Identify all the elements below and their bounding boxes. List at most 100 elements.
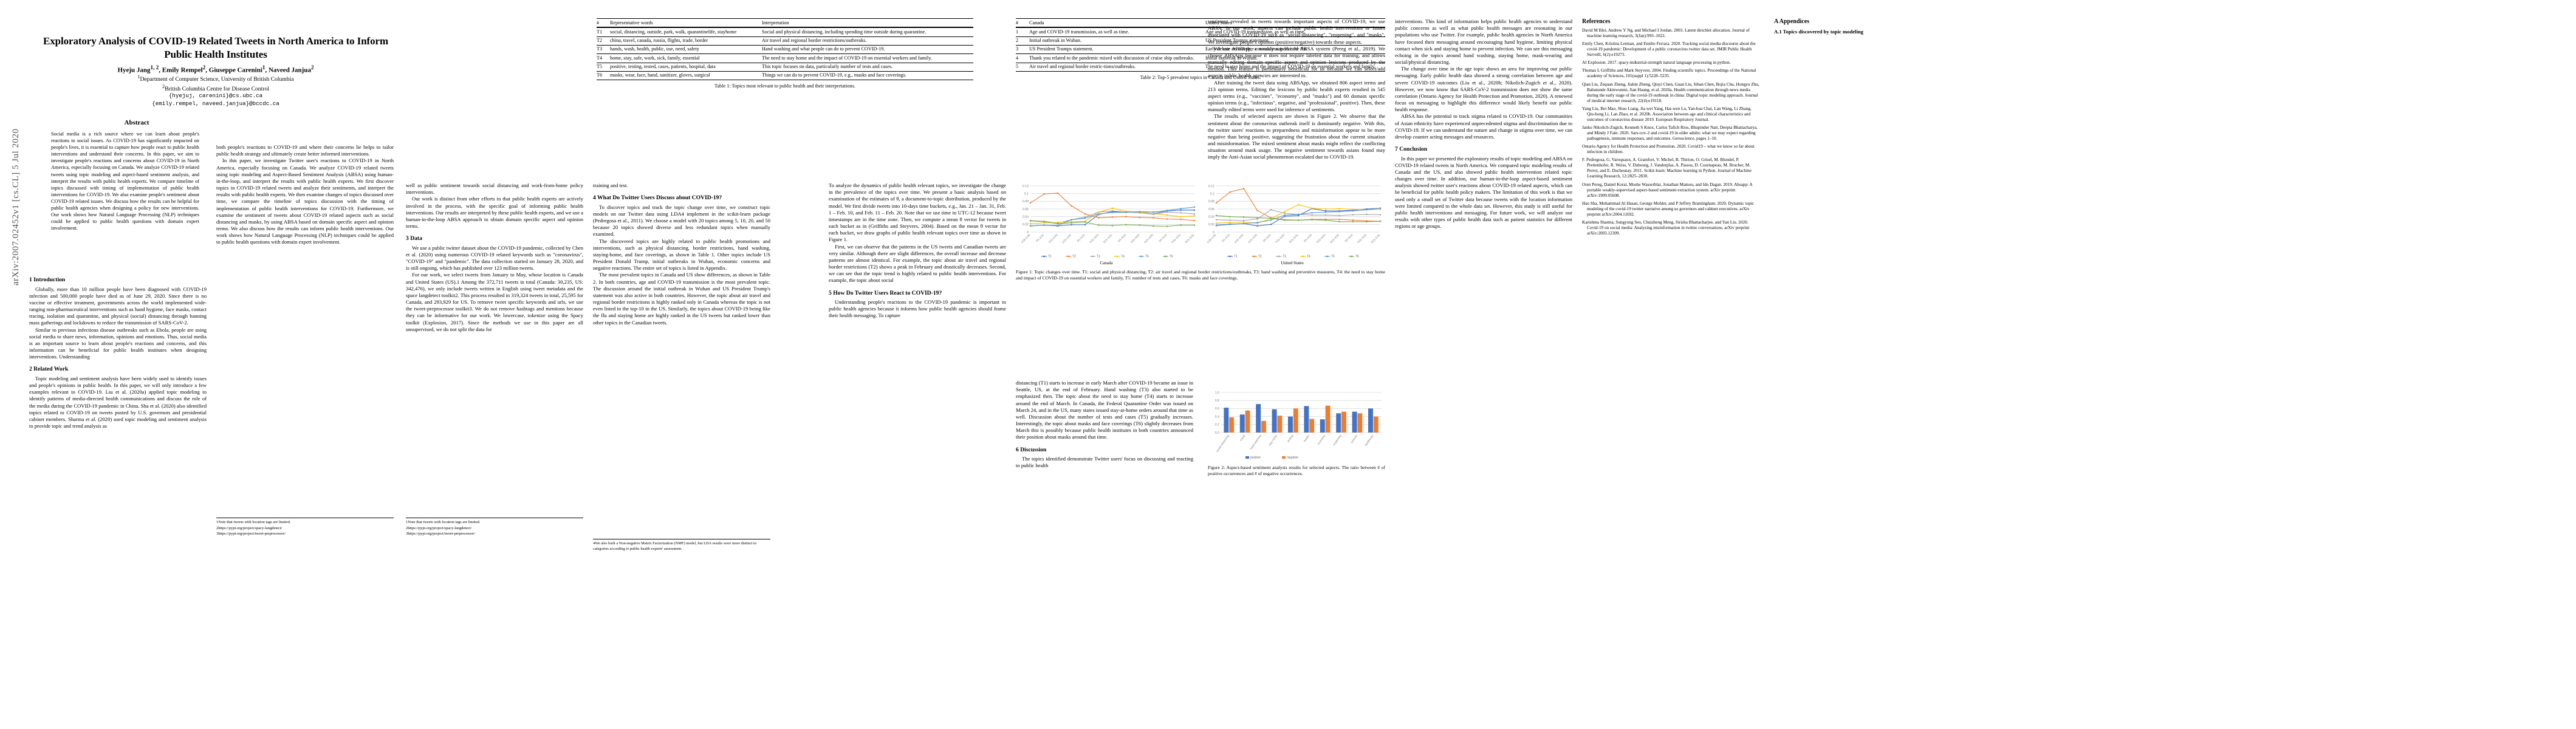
- svg-text:positive: positive: [1250, 456, 1261, 459]
- t1-col-words: Representative words: [610, 19, 653, 26]
- svg-text:0.8: 0.8: [1215, 399, 1219, 403]
- table-2-grid: # Canada United States 1 Age and COVID-1…: [1016, 18, 1385, 72]
- section-heading-discussion: 6 Discussion: [1016, 446, 1047, 453]
- svg-text:T3: T3: [1097, 255, 1100, 259]
- svg-text:travel: travel: [1239, 434, 1246, 442]
- table-row: 2 Initial outbreak in Wuhan. US Presiden…: [1016, 36, 1385, 45]
- footnote-block-3: 4We also built a Non-negative Matrix Fac…: [593, 539, 770, 552]
- bar-chart-sentiment-svg: 0.0 0.2 0.4 0.6 0.8 1.0 social distancing trave…: [1215, 391, 1382, 459]
- s6-right-para-2: The change over time in the age topic sh…: [1395, 66, 1572, 113]
- table-2-caption: Table 2: Top-5 prevalent topics in Canad…: [1140, 74, 1261, 80]
- svg-text:3/11-3/20: 3/11-3/20: [1275, 233, 1285, 244]
- figure-2-caption: Figure 2: Aspect-based sentiment analysi…: [1208, 465, 1385, 476]
- s4-right2-para: distancing (T1) starts to increase in ea…: [1016, 380, 1193, 440]
- section-heading-how-react: 5 How Do Twitter Users React to COVID-19…: [829, 289, 942, 296]
- reference-item: Thomas L Griffiths and Mark Steyvers. 20…: [1582, 68, 1756, 79]
- table-row: T1 social, distancing, outside, park, wa…: [597, 27, 973, 36]
- svg-text:0.02: 0.02: [1208, 223, 1214, 227]
- t1-r1-words: social, distancing, outside, park, walk,…: [610, 29, 737, 35]
- svg-text:4/1-4/10: 4/1-4/10: [1117, 233, 1127, 243]
- svg-text:reopening: reopening: [1332, 434, 1342, 446]
- svg-text:2/21-2/29: 2/21-2/29: [1247, 233, 1258, 244]
- svg-text:0.08: 0.08: [1023, 200, 1029, 204]
- figure-1-caption: Figure 1: Topic changes over time. T1: s…: [1016, 269, 1385, 281]
- footnote-4: 4We also built a Non-negative Matrix Fac…: [593, 541, 756, 551]
- svg-text:negative: negative: [1287, 456, 1298, 459]
- column-2-footnotes: 1Note that tweets with location tags are…: [216, 513, 394, 538]
- svg-text:2/1-2/10: 2/1-2/10: [1221, 233, 1231, 243]
- t1-r2-interp: Air travel and regional border restricti…: [762, 38, 867, 44]
- column-1-body: 1 Introduction Globally, more than 10 mi…: [29, 276, 207, 430]
- svg-text:5/1-5/10: 5/1-5/10: [1344, 233, 1354, 243]
- affiliation-2: 2British Columbia Centre for Disease Con…: [162, 84, 269, 93]
- reference-item: Emily Chen, Kristina Lerman, and Emilio …: [1582, 41, 1756, 58]
- svg-text:T6: T6: [1170, 255, 1173, 259]
- s5-right-para-3: After training the tweet data using ABSA…: [1208, 79, 1385, 113]
- t1-r5-id: T5: [597, 64, 603, 70]
- footnote-block: 1Note that tweets with location tags are…: [216, 518, 394, 537]
- table-row: T5 positive, testing, tested, cases, pat…: [597, 63, 973, 71]
- s4-para-1: To discover topics and track the topic c…: [593, 204, 770, 238]
- svg-text:4/21-4/30: 4/21-4/30: [1329, 233, 1340, 244]
- reference-item: David M Blei, Andrew Y Ng, and Michael I…: [1582, 28, 1750, 39]
- column-4-footnotes: 4We also built a Non-negative Matrix Fac…: [593, 535, 770, 552]
- table-row: 1 Age and COVID-19 transmission, as well…: [1016, 27, 1385, 36]
- figure-2: 0.0 0.2 0.4 0.6 0.8 1.0 social distancing trave…: [1208, 389, 1385, 477]
- svg-text:4/11-4/20: 4/11-4/20: [1130, 233, 1140, 244]
- table-1-grid: # Representative words Interpretation T1…: [597, 18, 973, 80]
- footnote-3-dup: 3https://pypi.org/project/tweet-preproce…: [406, 532, 475, 536]
- t1-r5-interp: This topic focuses on data, particularly…: [762, 64, 893, 70]
- svg-text:social distancing: social distancing: [1216, 434, 1230, 453]
- svg-text:0.12: 0.12: [1023, 185, 1029, 188]
- appendix-column: A Appendices A.1 Topics discovered by to…: [1774, 18, 1951, 37]
- t1-r5-words: positive, testing, tested, cases, patien…: [610, 64, 716, 70]
- svg-text:healthcare: healthcare: [1364, 434, 1374, 447]
- svg-text:4/21-4/30: 4/21-4/30: [1143, 233, 1154, 244]
- section-heading-what-discuss: 4 What Do Twitter Users Discuss about CO…: [593, 194, 722, 202]
- table-row: 4 Thank you related to the pandemic mixe…: [1016, 53, 1385, 63]
- table-1-caption: Table 1: Topics most relevant to public …: [714, 83, 855, 89]
- section-heading-related-work: 2 Related Work: [29, 366, 69, 373]
- table-1: # Representative words Interpretation T1…: [597, 18, 973, 90]
- s7-para-1: In this paper we presented the explorato…: [1395, 155, 1572, 230]
- t1-r2-words: china, travel, canada, russia, flights, …: [610, 38, 708, 44]
- page-title: Exploratory Analysis of COVID-19 Related…: [43, 35, 389, 60]
- svg-text:3/21-3/31: 3/21-3/31: [1102, 233, 1113, 244]
- svg-text:0.4: 0.4: [1215, 415, 1219, 419]
- reference-item: Oren Pereg, Daniel Korat, Moshe Wasserbl…: [1582, 182, 1753, 198]
- t1-r4-interp: The need to stay home and the impact of …: [762, 55, 932, 61]
- section-heading-appendices: A Appendices: [1774, 18, 1810, 25]
- t1-r4-id: T4: [597, 55, 603, 61]
- t1-r2-id: T2: [597, 38, 603, 44]
- t1-r1-id: T1: [597, 29, 603, 35]
- svg-text:0.0: 0.0: [1215, 431, 1219, 435]
- svg-text:T2: T2: [1258, 255, 1262, 259]
- t1-r3-id: T3: [597, 46, 603, 52]
- t2-r2-us: US President Trumps statement.: [1205, 38, 1270, 44]
- reference-item: Yang Liu, Bei Mao, Shuo Liang, Jia-wei Y…: [1582, 106, 1752, 122]
- svg-text:5/11-5/20: 5/11-5/20: [1171, 233, 1181, 244]
- line-chart-us-svg: 0 0.02 0.04 0.06 0.08 0.1 0.12 1/28-1/30 2/1-2/1…: [1206, 185, 1382, 259]
- table-row: T3 hands, wash, health, public, use, nee…: [597, 45, 973, 53]
- author-list: Hyeju Jang1, 2, Emily Rempel2, Giuseppe …: [117, 64, 314, 74]
- column-8-body: interventions. This kind of information …: [1395, 18, 1572, 230]
- t2-r5-us: The need to stay home and the impact of …: [1205, 64, 1375, 70]
- svg-text:T1: T1: [1048, 255, 1052, 259]
- table-2: # Canada United States 1 Age and COVID-1…: [1016, 18, 1385, 81]
- s4-para-2: The discovered topics are highly related…: [593, 238, 770, 272]
- table-1-header-row: # Representative words Interpretation: [597, 18, 973, 28]
- s6-para-1: The topics identified demonstrate Twitte…: [1016, 456, 1193, 469]
- reference-item: Qian Liu, Zequan Zheng, Jiabin Zheng, Qi…: [1582, 81, 1759, 103]
- svg-text:0.12: 0.12: [1208, 185, 1214, 188]
- table-2-header-row: # Canada United States: [1016, 18, 1385, 28]
- t1-r1-interp: Social and physical distancing, includin…: [762, 29, 927, 35]
- svg-text:T4: T4: [1121, 255, 1125, 259]
- reference-item: Ontario Agency for Health Protection and…: [1582, 144, 1755, 155]
- svg-text:0.6: 0.6: [1215, 407, 1219, 411]
- svg-text:0.08: 0.08: [1208, 200, 1214, 204]
- related-work-para-1: Topic modeling and sentiment analysis ha…: [29, 375, 207, 430]
- svg-text:4/11-4/20: 4/11-4/20: [1316, 233, 1326, 244]
- abstract-text: Social media is a rich source where we c…: [51, 131, 199, 231]
- abstract-heading: Abstract: [124, 119, 149, 126]
- svg-text:0.06: 0.06: [1023, 208, 1029, 211]
